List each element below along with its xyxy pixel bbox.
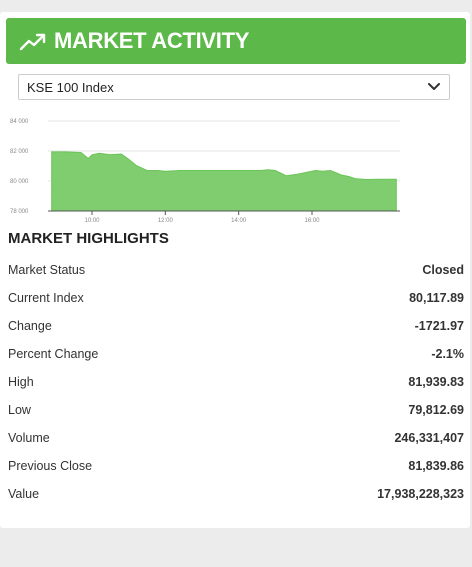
chevron-down-icon [427, 80, 441, 94]
market-highlights-list: Market Status Closed Current Index 80,117.8… [8, 256, 464, 508]
x-tick-label: 12:00 [158, 218, 174, 224]
highlight-label: Percent Change [8, 347, 99, 361]
highlight-row: Market Status Closed [8, 256, 464, 284]
market-activity-card: MARKET ACTIVITY KSE 100 Index 84 000 82 0… [0, 12, 470, 528]
index-select[interactable]: KSE 100 Index [18, 74, 450, 100]
highlight-label: Change [8, 319, 52, 333]
highlight-value: 79,812.69 [408, 403, 464, 417]
highlight-row: Value 17,938,228,323 [8, 480, 464, 508]
highlight-value: 246,331,407 [394, 431, 464, 445]
highlight-value: -2.1% [431, 347, 464, 361]
x-tick-label: 14:00 [231, 218, 247, 224]
x-tick-label: 16:00 [304, 218, 320, 224]
highlight-value: Closed [422, 263, 464, 277]
market-highlights-title: MARKET HIGHLIGHTS [8, 230, 169, 247]
trending-up-icon [18, 26, 48, 56]
index-area-series [51, 151, 397, 212]
y-tick-label: 82 000 [10, 149, 29, 155]
y-tick-label: 84 000 [10, 119, 29, 125]
index-select-value: KSE 100 Index [27, 79, 114, 95]
highlight-label: Current Index [8, 291, 84, 305]
market-activity-header: MARKET ACTIVITY [6, 18, 466, 64]
highlight-label: Volume [8, 431, 50, 445]
highlight-value: 80,117.89 [409, 291, 464, 305]
highlight-value: 17,938,228,323 [377, 487, 464, 501]
index-chart: 84 000 82 000 80 000 78 000 10:00 12:00 14:00 1… [10, 119, 400, 224]
highlight-label: Low [8, 403, 31, 417]
highlight-row: Current Index 80,117.89 [8, 284, 464, 312]
highlight-row: High 81,939.83 [8, 368, 464, 396]
y-tick-label: 78 000 [10, 209, 29, 215]
highlight-label: Value [8, 487, 40, 501]
highlight-row: Low 79,812.69 [8, 396, 464, 424]
highlight-label: High [8, 375, 34, 389]
y-tick-label: 80 000 [10, 179, 29, 185]
page-title: MARKET ACTIVITY [54, 28, 250, 53]
highlight-value: -1721.97 [414, 319, 464, 333]
highlight-row: Change -1721.97 [8, 312, 464, 340]
highlight-label: Previous Close [8, 459, 93, 473]
highlight-row: Percent Change -2.1% [8, 340, 464, 368]
highlight-row: Previous Close 81,839.86 [8, 452, 464, 480]
highlight-value: 81,839.86 [408, 459, 464, 473]
x-tick-label: 10:00 [84, 218, 100, 224]
highlight-row: Volume 246,331,407 [8, 424, 464, 452]
highlight-label: Market Status [8, 263, 86, 277]
highlight-value: 81,939.83 [408, 375, 464, 389]
